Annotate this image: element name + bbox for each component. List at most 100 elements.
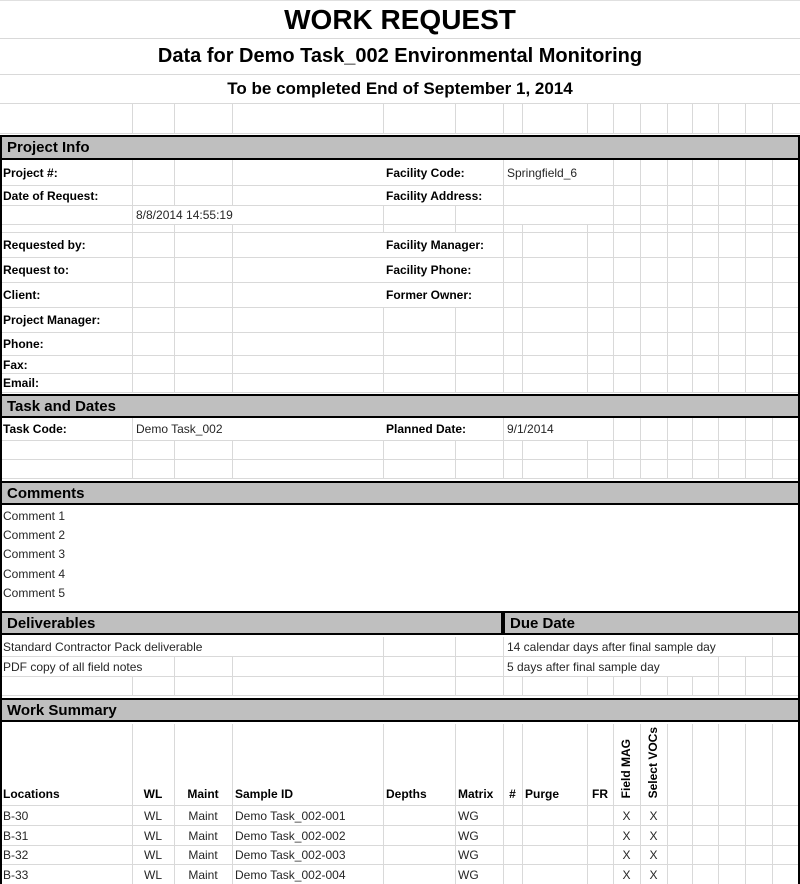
comment-text: Comment 1 [3, 508, 66, 523]
date-of-request-value-row: 8/8/2014 14:55:19 [0, 206, 800, 225]
col-header-select-vocs: Select VOCs [646, 726, 660, 798]
comment-row: Comment 1 [0, 506, 800, 525]
col-header-number: # [509, 787, 516, 801]
cell-matrix: WG [458, 828, 479, 843]
cell-field-mag: X [622, 867, 631, 882]
col-header-maint: Maint [187, 787, 219, 801]
section-header-deliverables: Deliverables [0, 611, 503, 635]
cell-maint: Maint [188, 867, 218, 882]
cell-matrix: WG [458, 848, 479, 862]
deliverable-row: Standard Contractor Pack deliverable 14 … [0, 637, 800, 657]
col-header-matrix: Matrix [458, 787, 494, 801]
comment-text: Comment 5 [3, 585, 66, 600]
planned-date-value: 9/1/2014 [504, 418, 612, 440]
comment-text: Comment 3 [3, 547, 66, 561]
requested-by-label: Requested by: [3, 238, 86, 252]
cell-location: B-30 [3, 808, 29, 823]
facility-address-value-cell [504, 186, 612, 205]
section-header-work-summary: Work Summary [0, 698, 800, 722]
col-header-field-mag: Field MAG [619, 738, 633, 798]
deliverable-row: PDF copy of all field notes 5 days after… [0, 657, 800, 677]
table-row: B-30 WL Maint Demo Task_002-001 WG X X [0, 806, 800, 826]
cell-select-vocs: X [649, 808, 658, 823]
cell-wl: WL [144, 808, 162, 823]
project-manager-label: Project Manager: [3, 313, 101, 327]
empty-grid-row [0, 677, 800, 696]
section-header-task-and-dates: Task and Dates [0, 394, 800, 418]
cell-maint: Maint [188, 828, 218, 843]
task-code-value: Demo Task_002 [133, 418, 381, 440]
cell-sample-id: Demo Task_002-003 [235, 848, 346, 862]
project-number-label: Project #: [3, 165, 58, 180]
project-manager-row: Project Manager: [0, 308, 800, 333]
request-to-label: Request to: [3, 263, 69, 277]
empty-grid-row [0, 104, 800, 134]
client-row: Client: Former Owner: [0, 283, 800, 308]
facility-code-value: Springfield_6 [504, 160, 612, 185]
due-date-text: 5 days after final sample day [504, 657, 717, 676]
col-header-fr: FR [592, 787, 608, 801]
cell-field-mag: X [622, 808, 631, 823]
cell-matrix: WG [458, 867, 479, 882]
empty-grid-row [0, 460, 800, 479]
cell-sample-id: Demo Task_002-001 [235, 808, 346, 823]
date-of-request-label: Date of Request: [3, 188, 99, 203]
fax-row: Fax: [0, 356, 800, 374]
fax-label: Fax: [3, 357, 28, 372]
phone-row: Phone: [0, 333, 800, 356]
comment-row: Comment 5 [0, 583, 800, 602]
cell-matrix: WG [458, 808, 479, 823]
deliverable-text: Standard Contractor Pack deliverable [0, 637, 382, 656]
table-row: B-32 WL Maint Demo Task_002-003 WG X X [0, 846, 800, 865]
task-code-row: Task Code: Demo Task_002 Planned Date: 9… [0, 418, 800, 441]
work-summary-header-row: Locations WL Maint Sample ID Depths Matr… [0, 724, 800, 806]
section-header-due-date: Due Date [503, 611, 800, 635]
facility-address-label: Facility Address: [383, 186, 502, 205]
client-label: Client: [3, 288, 41, 302]
empty-grid-row [0, 225, 800, 233]
requested-by-row: Requested by: Facility Manager: [0, 233, 800, 258]
facility-address-value-cell [504, 206, 612, 224]
email-row: Email: [0, 374, 800, 393]
facility-code-label: Facility Code: [383, 160, 502, 185]
cell-select-vocs: X [649, 867, 658, 882]
request-to-row: Request to: Facility Phone: [0, 258, 800, 283]
page-title: WORK REQUEST [0, 1, 800, 39]
email-label: Email: [3, 376, 40, 390]
planned-date-label: Planned Date: [383, 418, 502, 440]
empty-grid-row [0, 441, 800, 460]
cell-wl: WL [144, 828, 162, 843]
page-subtitle: Data for Demo Task_002 Environmental Mon… [0, 39, 800, 75]
cell-wl: WL [144, 867, 162, 882]
section-header-project-info: Project Info [0, 135, 800, 160]
comment-row: Comment 4 [0, 564, 800, 583]
table-row: B-31 WL Maint Demo Task_002-002 WG X X [0, 826, 800, 846]
cell-field-mag: X [622, 828, 631, 843]
cell-wl: WL [144, 848, 162, 862]
cell-maint: Maint [188, 848, 218, 862]
date-of-request-value: 8/8/2014 14:55:19 [133, 206, 381, 224]
col-header-sample-id: Sample ID [235, 787, 294, 801]
facility-manager-label: Facility Manager: [383, 233, 502, 257]
cell-maint: Maint [188, 808, 218, 823]
deliverable-text: PDF copy of all field notes [0, 657, 173, 676]
cell-field-mag: X [622, 848, 631, 862]
cell-sample-id: Demo Task_002-004 [235, 867, 346, 882]
cell-sample-id: Demo Task_002-002 [235, 828, 346, 843]
cell-select-vocs: X [649, 848, 658, 862]
former-owner-label: Former Owner: [383, 283, 502, 307]
cell-location: B-33 [3, 867, 29, 882]
comment-text: Comment 4 [3, 566, 66, 581]
facility-phone-label: Facility Phone: [383, 258, 502, 282]
page-deadline: To be completed End of September 1, 2014 [0, 75, 800, 104]
section-header-comments: Comments [0, 481, 800, 505]
comment-row: Comment 2 [0, 525, 800, 544]
task-code-label: Task Code: [3, 422, 67, 436]
cell-select-vocs: X [649, 828, 658, 843]
due-date-text: 14 calendar days after final sample day [504, 637, 771, 656]
cell-location: B-31 [3, 828, 29, 843]
col-header-purge: Purge [525, 787, 560, 801]
comment-row: Comment 3 [0, 544, 800, 564]
table-row: B-33 WL Maint Demo Task_002-004 WG X X [0, 865, 800, 884]
